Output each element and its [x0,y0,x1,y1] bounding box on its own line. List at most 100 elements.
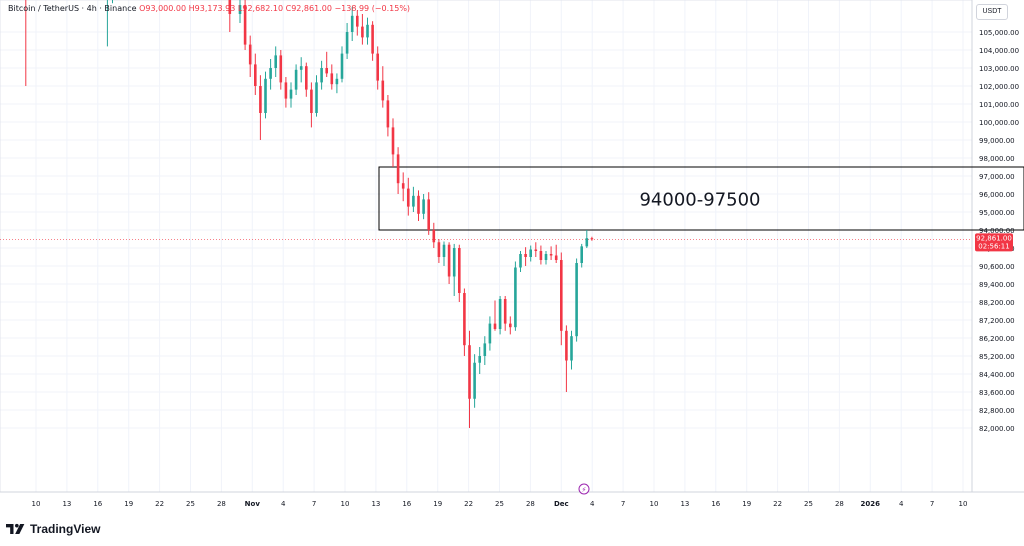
candle-body [509,323,512,328]
price-tick-label: 86,200.00 [979,335,1015,343]
time-tick-label: 10 [650,500,659,508]
tradingview-logo[interactable]: TradingView [6,519,100,539]
candle-body [585,238,589,247]
time-tick-label: 25 [495,500,504,508]
candle-body [519,254,522,268]
price-tick-label: 94,000.00 [979,227,1015,235]
candle-body [524,254,527,257]
candle-body [396,154,400,184]
price-tick-label: 87,200.00 [979,317,1015,325]
price-tick-label: 90,600.00 [979,263,1015,271]
candle-body [554,255,558,260]
time-tick-label: 10 [32,500,41,508]
candle-body [488,323,492,344]
price-tick-label: 102,000.00 [979,83,1019,91]
price-tick-label: 105,000.00 [979,29,1019,37]
candle-body [580,246,583,263]
candle-body [386,100,390,128]
time-tick-label: 16 [402,500,411,508]
price-tick-label: 83,600.00 [979,389,1015,397]
time-tick-label: Nov [245,500,261,508]
candle-body [243,5,247,45]
candle-body [259,86,262,113]
candle-body [340,53,344,79]
time-tick-label: 4 [899,500,904,508]
candle-body [503,299,507,324]
candle-body [294,69,298,90]
candle-body [549,254,553,256]
time-tick-label: 13 [680,500,689,508]
tv-logo-icon [6,523,25,534]
candle-body [514,267,517,328]
time-tick-label: 19 [742,500,751,508]
price-tick-label: 82,800.00 [979,407,1015,415]
candle-body [442,244,446,257]
candle-body [269,68,272,79]
candle-body [371,24,374,54]
candle-body [452,248,456,277]
symbol-legend[interactable]: Bitcoin / TetherUS · 4h · Binance O93,00… [8,4,410,13]
candle-body [391,127,395,155]
time-tick-label: 22 [464,500,473,508]
candle-body [575,263,578,337]
candle-body [320,68,323,83]
candle-body [381,80,385,101]
time-tick-label: 7 [930,500,934,508]
price-tick-label: 85,200.00 [979,353,1015,361]
candle-body [254,64,257,86]
candle-body [447,244,451,277]
grid [0,0,972,492]
price-zone[interactable]: 94000-97500 [378,166,1024,231]
bar-countdown: 02:56:11 [978,242,1009,250]
time-tick-label: 4 [590,500,595,508]
candle-body [376,53,379,81]
candle-body [422,199,425,214]
candle-body [417,195,420,214]
candle-body [458,248,461,293]
time-tick-label: 22 [155,500,164,508]
last-price-value: 92,861.00 [976,234,1012,242]
price-tick-label: 103,000.00 [979,65,1019,73]
candle-body [228,0,232,14]
candle-body [498,299,502,329]
candle-body [238,5,242,14]
candle-body [366,24,369,38]
time-axis[interactable]: 10 13 16 19 22 25 28 Nov 4 7 10 13 16 19 22 25 28 Dec 4 7 10… [32,500,968,508]
time-tick-label: 28 [526,500,535,508]
candle-body [279,55,283,83]
candle-body [356,15,359,27]
candle-body [361,26,364,38]
price-tick-label: 100,000.00 [979,119,1019,127]
lightning-icon: ⚡ [582,486,587,494]
candle-body [299,66,303,70]
candle-body [463,293,466,346]
time-tick-label: 10 [341,500,350,508]
zone-rectangle[interactable] [378,166,1024,231]
price-tick-label: 98,000.00 [979,155,1015,163]
time-tick-label: 10 [959,500,968,508]
candle-body [264,78,267,113]
candle-body [437,242,441,257]
candle-body [427,199,430,230]
candle-body [274,55,277,68]
candle-body [310,89,313,113]
ohlc-values: O93,000.00 H93,173.93 L92,682.10 C92,861… [139,4,411,13]
symbol-title: Bitcoin / TetherUS · 4h · Binance [8,4,137,13]
time-tick-label: 13 [62,500,71,508]
candle-body [350,15,354,33]
event-icon[interactable]: ⚡ [578,483,590,495]
currency-button[interactable]: USDT [976,4,1008,20]
brand-name: TradingView [30,522,101,536]
candle-body [590,238,594,240]
time-tick-label: 28 [217,500,226,508]
candle-body [534,249,538,251]
price-tick-label: 101,000.00 [979,101,1019,109]
price-axis[interactable]: 105,000.00 104,000.00 103,000.00 102,000.00… [979,29,1019,433]
candle-body [305,66,308,90]
candle-body [432,230,436,243]
candle-body [345,32,349,54]
time-tick-label: 19 [124,500,133,508]
candle-body [407,188,410,207]
candle-body [325,68,328,74]
